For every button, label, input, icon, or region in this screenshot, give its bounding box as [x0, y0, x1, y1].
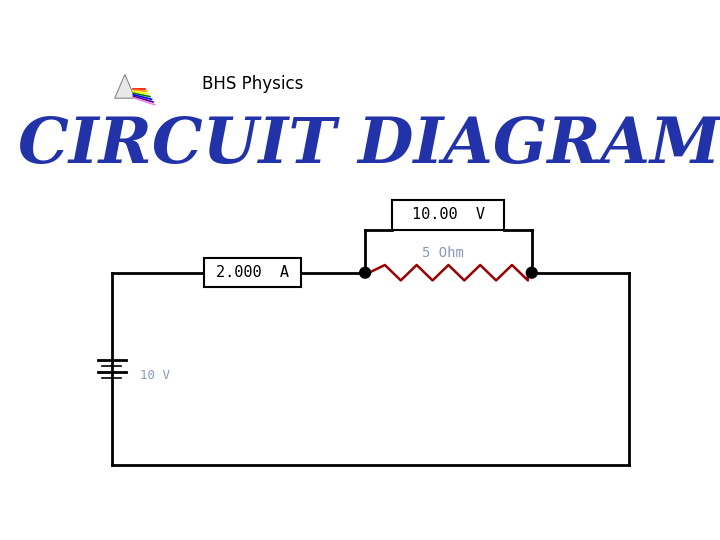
Text: 5 Ohm: 5 Ohm	[422, 246, 464, 260]
Text: CIRCUIT DIAGRAM: CIRCUIT DIAGRAM	[17, 115, 720, 177]
Text: 2.000  A: 2.000 A	[216, 265, 289, 280]
Polygon shape	[114, 75, 135, 98]
Text: 10.00  V: 10.00 V	[412, 207, 485, 222]
Text: 10 V: 10 V	[140, 369, 171, 382]
Circle shape	[360, 267, 371, 278]
FancyBboxPatch shape	[392, 200, 504, 230]
Circle shape	[526, 267, 537, 278]
Text: BHS Physics: BHS Physics	[202, 75, 304, 93]
FancyBboxPatch shape	[204, 258, 301, 287]
